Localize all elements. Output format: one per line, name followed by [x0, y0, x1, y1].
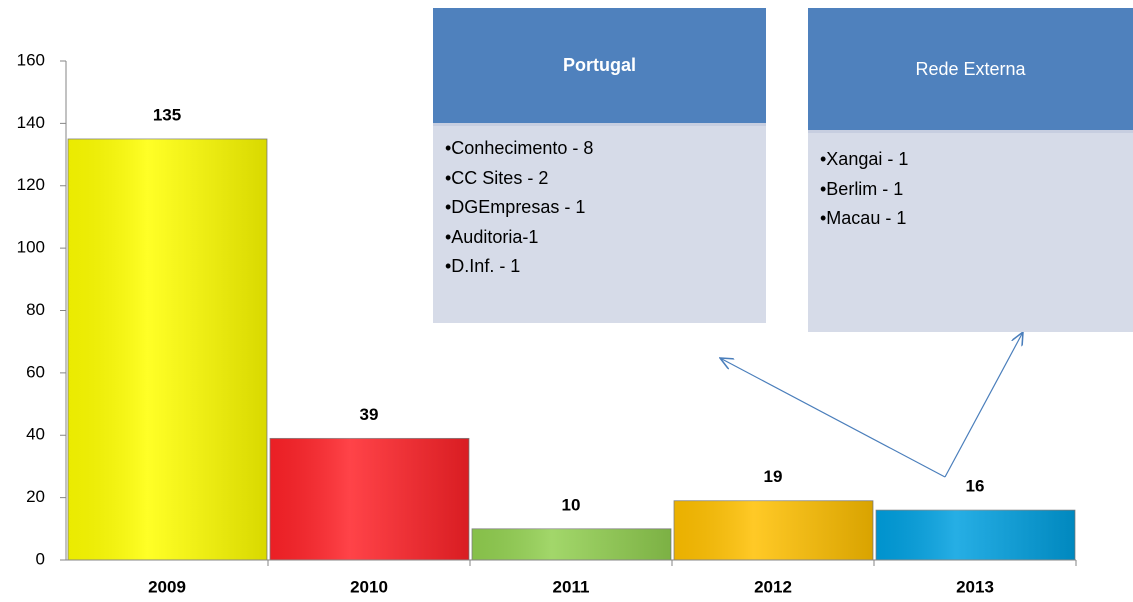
y-tick-label: 140 — [17, 113, 45, 132]
x-tick-label: 2013 — [956, 577, 994, 596]
arrow — [720, 358, 946, 478]
bar-shade — [472, 528, 671, 560]
y-tick-label: 160 — [17, 50, 45, 69]
annotation-box: Portugal •Conhecimento - 8 •CC Sites - 2 •… — [433, 8, 766, 323]
x-tick-label: 2012 — [754, 577, 792, 596]
box-title: Rede Externa — [808, 8, 1133, 130]
y-tick-label: 100 — [17, 238, 45, 257]
y-tick-label: 0 — [36, 549, 45, 568]
box-item: •Berlim - 1 — [820, 178, 904, 199]
y-tick-label: 20 — [26, 487, 45, 506]
bar-shade — [876, 510, 1075, 560]
value-label: 135 — [153, 105, 181, 124]
box-item: •DGEmpresas - 1 — [445, 197, 586, 217]
y-tick-label: 80 — [26, 300, 45, 319]
annotation-box: Rede Externa •Xangai - 1 •Berlim - 1 •Maca… — [808, 8, 1133, 332]
y-tick-label: 120 — [17, 175, 45, 194]
y-tick-label: 40 — [26, 425, 45, 444]
box-item: •Macau - 1 — [820, 208, 907, 228]
box-item: •D.Inf. - 1 — [445, 256, 521, 276]
box-title: Portugal — [433, 8, 766, 123]
bar-shade — [68, 138, 267, 560]
box-item: •Auditoria-1 — [445, 226, 539, 247]
box-body: •Xangai - 1 •Berlim - 1 •Macau - 1 — [808, 130, 1133, 332]
x-tick-label: 2009 — [148, 577, 186, 596]
box-item: •Conhecimento - 8 — [445, 138, 594, 158]
arrow — [944, 332, 1023, 478]
box-item: •Xangai - 1 — [820, 149, 909, 169]
y-tick-label: 60 — [26, 362, 45, 381]
value-label: 10 — [562, 495, 581, 514]
value-label: 16 — [966, 477, 985, 496]
bar-shade — [674, 500, 873, 560]
value-label: 39 — [360, 405, 379, 424]
box-body: •Conhecimento - 8 •CC Sites - 2 •DGEmpresa… — [433, 123, 766, 323]
value-label: 19 — [764, 467, 783, 486]
box-item: •CC Sites - 2 — [445, 167, 549, 188]
bar-shade — [270, 438, 469, 560]
x-tick-label: 2010 — [350, 577, 388, 596]
x-tick-label: 2011 — [553, 577, 590, 596]
